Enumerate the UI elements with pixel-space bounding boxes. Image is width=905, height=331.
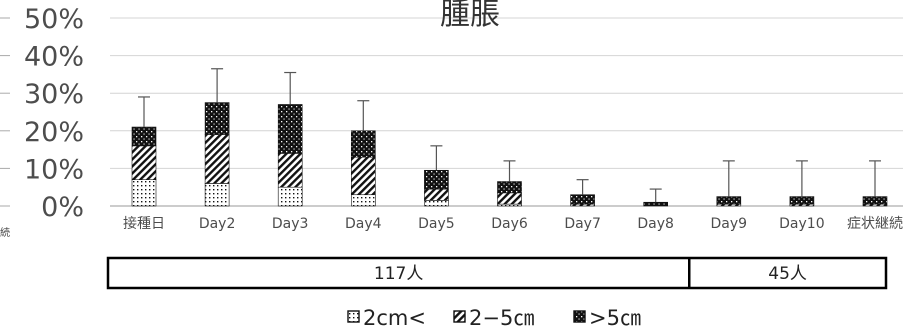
x-tick-label: Day5 <box>418 216 455 232</box>
bars <box>131 68 888 207</box>
x-tick-label: Day2 <box>199 216 236 232</box>
bar-segment-large <box>716 196 742 205</box>
y-tick-label: 30% <box>24 79 84 110</box>
x-tick-label: Day9 <box>711 216 748 232</box>
bar-segment-medium <box>131 145 157 180</box>
group-table-frame <box>106 256 888 290</box>
bar-segment-large <box>204 102 230 135</box>
chart-title: 腫脹 <box>440 0 500 32</box>
x-tick-label: Day10 <box>779 216 824 232</box>
group-label: 45人 <box>768 264 807 284</box>
bar-segment-small <box>204 183 230 207</box>
x-tick-label: Day3 <box>272 216 309 232</box>
group-label: 117人 <box>374 264 423 284</box>
legend: 2cm< 2−5㎝ >5㎝ <box>347 306 641 330</box>
bar-segment-large <box>570 194 595 205</box>
x-tick-label: Day6 <box>491 216 528 232</box>
bar-segment-medium <box>497 192 522 205</box>
y-tick-label: 40% <box>24 42 84 73</box>
x-tick-label: 接種日 <box>123 215 165 232</box>
bar-segment-medium <box>204 134 230 184</box>
bar-segment-large <box>424 169 449 190</box>
bar-segment-large <box>497 181 522 194</box>
legend-item-label: >5㎝ <box>589 306 641 330</box>
y-axis: 0% 10% 20% 30% 40% 50% <box>24 4 84 223</box>
legend-swatch <box>347 310 360 323</box>
y-tick-label: 0% <box>41 192 84 223</box>
y-tick-label: 20% <box>24 117 84 148</box>
left-fragment-label: 続 <box>0 226 10 239</box>
y-tick-label: 10% <box>24 154 84 185</box>
legend-item-label: 2cm< <box>363 306 426 330</box>
bar-segment-large <box>862 196 888 205</box>
x-tick-label: Day4 <box>345 216 382 232</box>
legend-swatch <box>573 310 586 323</box>
y-tick-label: 50% <box>24 4 84 35</box>
bar-segment-medium <box>277 153 303 188</box>
bar-segment-small <box>350 194 376 207</box>
x-tick-label: 症状継続 <box>847 215 903 232</box>
x-axis: 接種日 Day2 Day3 Day4 Day5 Day6 Day7 Day8 Day9 Day10… <box>123 215 903 232</box>
bar-segment-small <box>277 186 303 207</box>
bar-segment-small <box>424 200 449 207</box>
x-tick-label: Day8 <box>637 216 674 232</box>
legend-swatch <box>453 310 466 323</box>
bar-segment-large <box>789 196 815 205</box>
bar-segment-large <box>350 130 376 158</box>
bar-segment-small <box>131 179 157 207</box>
bar-segment-large <box>131 126 157 147</box>
group-table: 117人 45人 <box>106 256 888 290</box>
gridlines <box>0 17 903 207</box>
bar-segment-medium <box>350 156 376 196</box>
legend-item-label: 2−5㎝ <box>469 306 534 330</box>
x-tick-label: Day7 <box>564 216 601 232</box>
bar-segment-large <box>643 201 669 207</box>
bar-segment-medium <box>424 188 449 201</box>
bar-segment-large <box>277 104 303 154</box>
